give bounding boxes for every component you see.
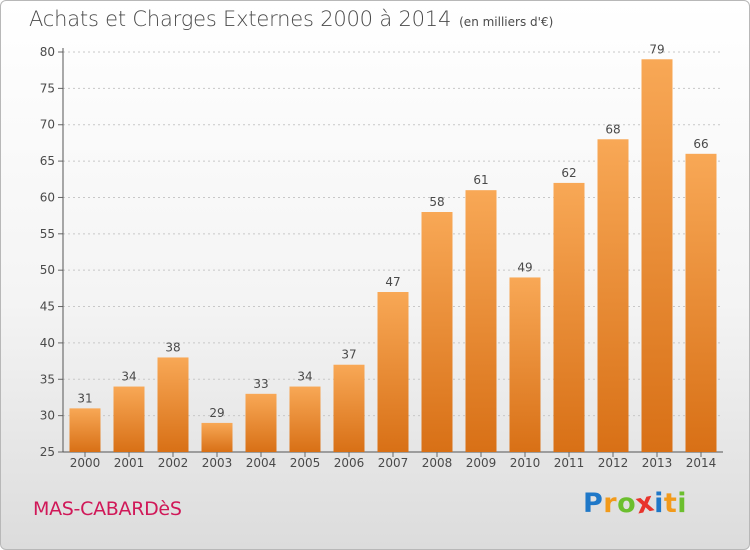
x-tick-label: 2004 <box>246 456 277 470</box>
x-tick-label: 2000 <box>70 456 101 470</box>
data-label: 29 <box>209 406 224 420</box>
y-tick-label: 25 <box>40 445 55 459</box>
proxiti-logo: Proxiti <box>583 486 688 520</box>
data-label: 31 <box>77 391 92 405</box>
chart-unit: (en milliers d'€) <box>459 15 554 29</box>
x-tick-label: 2001 <box>114 456 145 470</box>
y-tick-label: 50 <box>40 263 55 277</box>
bar <box>113 386 145 452</box>
chart-title: Achats et Charges Externes 2000 à 2014 (e… <box>29 7 553 31</box>
bar <box>201 422 233 452</box>
x-tick-label: 2012 <box>598 456 629 470</box>
data-label: 49 <box>517 260 532 274</box>
y-tick-label: 45 <box>40 300 55 314</box>
bar <box>245 393 277 452</box>
data-label: 33 <box>253 377 268 391</box>
logo-letter: i <box>677 488 688 519</box>
data-label: 37 <box>341 348 356 362</box>
bar <box>421 212 453 452</box>
y-tick-label: 40 <box>40 336 55 350</box>
bar <box>377 292 409 452</box>
x-tick-label: 2006 <box>334 456 365 470</box>
x-tick-label: 2011 <box>554 456 585 470</box>
x-tick-label: 2010 <box>510 456 541 470</box>
x-tick-label: 2002 <box>158 456 189 470</box>
data-label: 58 <box>429 195 444 209</box>
bar <box>597 139 629 453</box>
y-tick-label: 65 <box>40 154 55 168</box>
data-label: 79 <box>649 42 664 56</box>
chart-title-text: Achats et Charges Externes 2000 à 2014 <box>29 7 452 31</box>
data-label: 62 <box>561 166 576 180</box>
y-tick-label: 80 <box>40 45 55 59</box>
x-tick-label: 2005 <box>290 456 321 470</box>
bar <box>69 408 101 452</box>
logo-letter: o <box>617 488 637 519</box>
data-label: 34 <box>297 370 312 384</box>
data-label: 61 <box>473 173 488 187</box>
y-tick-label: 55 <box>40 227 55 241</box>
x-tick-label: 2009 <box>466 456 497 470</box>
x-tick-label: 2014 <box>686 456 717 470</box>
x-tick-label: 2013 <box>642 456 673 470</box>
logo-letter: i <box>654 488 664 519</box>
bar <box>333 364 365 452</box>
bar <box>641 59 673 452</box>
data-label: 34 <box>121 370 136 384</box>
y-tick-label: 75 <box>40 81 55 95</box>
bar <box>553 182 585 452</box>
x-tick-label: 2008 <box>422 456 453 470</box>
x-tick-label: 2003 <box>202 456 233 470</box>
data-label: 38 <box>165 340 180 354</box>
logo-letter: r <box>603 488 618 519</box>
y-tick-label: 70 <box>40 118 55 132</box>
logo-letter: P <box>583 488 604 519</box>
bar <box>289 386 321 452</box>
logo-letter: t <box>663 488 678 519</box>
city-name: MAS-CABARDèS <box>33 498 182 520</box>
bar <box>509 277 541 452</box>
y-tick-label: 30 <box>40 409 55 423</box>
y-tick-label: 35 <box>40 372 55 386</box>
data-label: 68 <box>605 122 620 136</box>
bar <box>157 357 189 452</box>
x-tick-label: 2007 <box>378 456 409 470</box>
data-label: 66 <box>693 137 708 151</box>
bar <box>685 153 717 452</box>
y-tick-label: 60 <box>40 190 55 204</box>
data-label: 47 <box>385 275 400 289</box>
bar <box>465 190 497 452</box>
